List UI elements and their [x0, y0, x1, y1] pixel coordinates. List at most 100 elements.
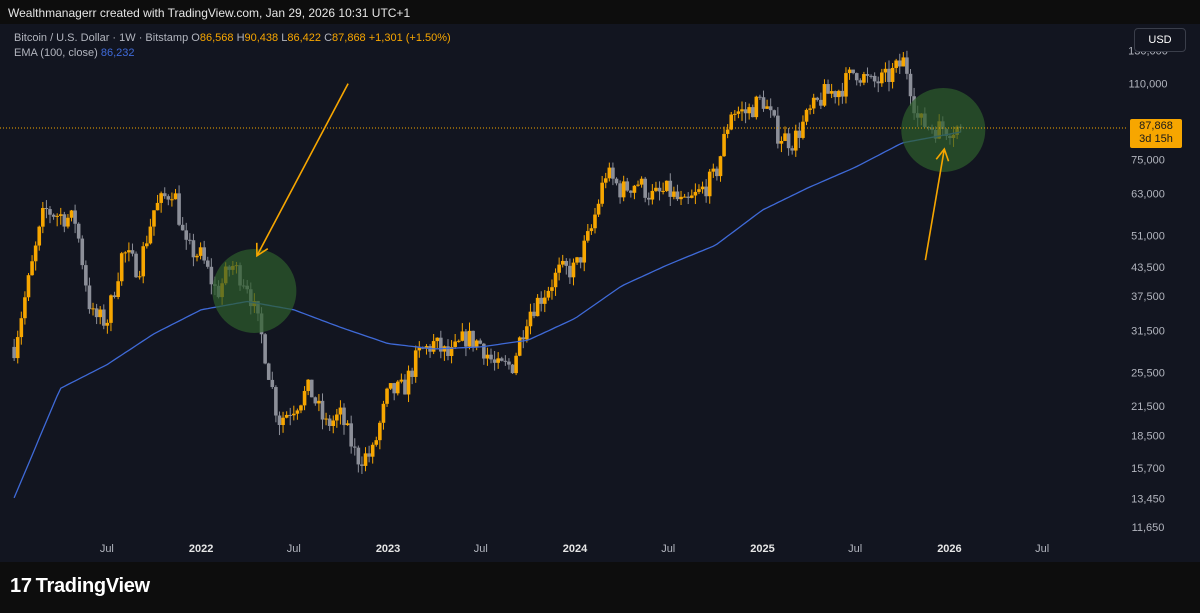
candle-150	[550, 279, 554, 300]
candle-8	[41, 201, 45, 234]
candle-238	[865, 67, 870, 83]
candle-4	[26, 273, 31, 302]
candle-25	[101, 304, 106, 330]
candle-123	[453, 334, 457, 349]
candle-119	[439, 330, 443, 359]
time-tick-label-1: 2022	[189, 543, 213, 555]
candle-208	[758, 94, 762, 100]
candle-202	[736, 106, 741, 119]
candle-209	[761, 90, 766, 112]
candle-141	[517, 336, 522, 357]
candle-207	[754, 95, 759, 120]
candle-88	[327, 414, 332, 431]
candle-30	[119, 251, 124, 286]
candle-235	[854, 72, 859, 86]
candle-36	[141, 241, 146, 284]
candle-80	[299, 404, 303, 414]
highlight-circles	[212, 87, 986, 333]
price-tick-label-4: 63,000	[1131, 189, 1165, 201]
candle-28	[112, 291, 117, 299]
candle-196	[715, 166, 719, 181]
candle-117	[431, 333, 436, 355]
candle-157	[575, 256, 579, 265]
candle-76	[284, 411, 289, 419]
price-tick-label-12: 15,700	[1131, 463, 1165, 475]
candle-159	[582, 235, 587, 272]
arrow-1	[924, 147, 950, 261]
candle-79	[295, 408, 300, 420]
candle-146	[535, 294, 540, 317]
candle-174	[636, 180, 640, 187]
candle-71	[266, 362, 271, 381]
chart-legend: Bitcoin / U.S. Dollar · 1W · Bitstamp O8…	[14, 31, 451, 61]
candle-97	[360, 456, 364, 474]
candle-221	[804, 108, 809, 126]
arrow-annotations	[255, 83, 950, 261]
price-tick-label-11: 18,500	[1131, 431, 1165, 443]
candle-29	[116, 272, 120, 300]
candle-181	[661, 182, 665, 195]
time-tick-label-3: 2023	[376, 543, 400, 555]
candle-39	[152, 210, 156, 236]
candle-155	[568, 258, 572, 284]
candle-12	[55, 213, 59, 227]
candle-163	[596, 199, 601, 218]
candle-179	[654, 181, 658, 193]
candle-99	[367, 445, 371, 463]
candle-244	[887, 60, 891, 92]
low-label: L	[281, 32, 288, 44]
candle-2	[19, 311, 24, 345]
candle-142	[521, 330, 526, 349]
low-value: 86,422	[287, 32, 322, 44]
candle-40	[155, 194, 160, 211]
candle-93	[345, 420, 350, 426]
candle-33	[130, 243, 135, 257]
candle-229	[833, 90, 838, 104]
candle-106	[392, 382, 397, 401]
candle-166	[607, 162, 612, 182]
candle-116	[428, 344, 432, 358]
candle-18	[76, 222, 81, 243]
candle-14	[62, 211, 67, 233]
candle-228	[829, 83, 834, 99]
currency-button[interactable]: USD	[1134, 28, 1186, 52]
candle-92	[342, 403, 346, 435]
tradingview-brand: 17 TradingView	[10, 575, 150, 598]
candle-232	[844, 67, 848, 104]
candle-154	[564, 258, 569, 275]
chart-panel[interactable]: 130,000110,00075,00063,00051,00043,50037…	[0, 24, 1200, 562]
candle-203	[740, 101, 744, 121]
candle-184	[672, 186, 676, 200]
candle-26	[105, 319, 110, 334]
candle-55	[209, 258, 214, 295]
candle-42	[162, 187, 167, 199]
candle-218	[793, 124, 798, 157]
candle-6	[33, 241, 38, 271]
candle-120	[442, 345, 447, 361]
candle-145	[532, 303, 536, 319]
candle-122	[449, 340, 454, 364]
price-tick-label-10: 21,500	[1131, 401, 1165, 413]
candle-38	[148, 218, 153, 245]
candle-185	[675, 184, 680, 202]
candle-172	[629, 190, 633, 198]
time-tick-label-2: Jul	[287, 543, 301, 555]
price-tick-label-6: 43,500	[1131, 262, 1165, 274]
time-tick-label-6: Jul	[661, 543, 675, 555]
candle-206	[750, 104, 755, 118]
candle-127	[467, 322, 472, 350]
candle-147	[539, 291, 544, 312]
candle-240	[872, 72, 877, 88]
candle-149	[546, 286, 551, 301]
candle-125	[460, 323, 465, 342]
price-chart[interactable]: 130,000110,00075,00063,00051,00043,50037…	[0, 24, 1200, 562]
candle-198	[722, 126, 726, 158]
candle-204	[743, 102, 748, 124]
candle-214	[779, 136, 784, 153]
candle-249	[905, 50, 909, 80]
candle-86	[320, 393, 325, 430]
candle-11	[51, 213, 56, 220]
candle-15	[66, 214, 70, 229]
candle-82	[306, 379, 310, 396]
price-tick-label-5: 51,000	[1131, 230, 1165, 242]
